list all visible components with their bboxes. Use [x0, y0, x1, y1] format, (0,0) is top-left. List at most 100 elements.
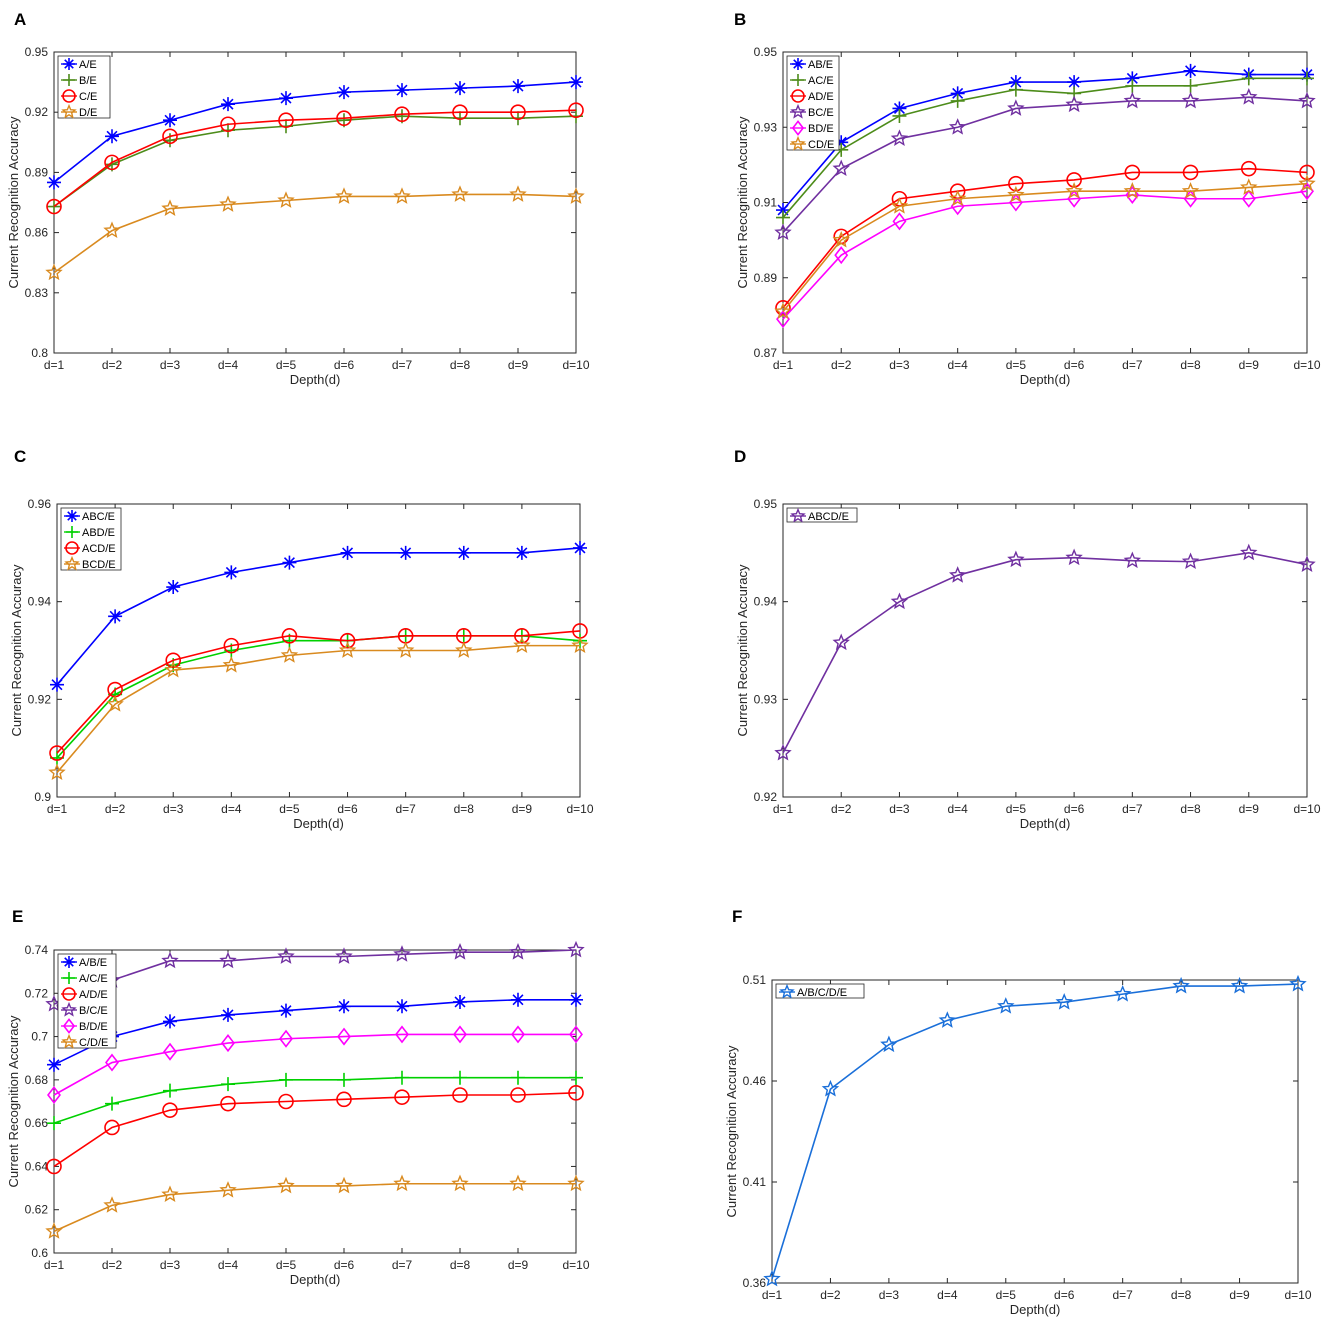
data-point: [165, 652, 182, 669]
legend-marker: [64, 555, 80, 571]
data-point: [161, 951, 179, 969]
y-tick-label: 0.83: [25, 286, 49, 300]
x-tick-label: d=10: [566, 802, 593, 816]
panel-A: Ad=1 d=2 d=3 d=4 d=5 d=6 d=7 d=8 d=9 d=10 0.8 0.83 0…: [6, 10, 590, 387]
legend-entry: ABD/E: [82, 527, 115, 539]
legend-marker: [63, 956, 75, 968]
y-axis-title: Current Recognition Accuracy: [9, 564, 24, 736]
x-tick-label: d=1: [44, 1258, 65, 1272]
data-point: [1241, 189, 1256, 208]
legend-entry: A/B/E: [79, 957, 107, 969]
data-point: [337, 1072, 351, 1087]
data-point: [277, 191, 295, 208]
data-point: [279, 1003, 293, 1018]
x-tick-label: d=4: [937, 1288, 958, 1302]
data-point: [573, 540, 587, 555]
data-point: [395, 83, 409, 98]
data-point: [1007, 99, 1025, 116]
data-point: [222, 655, 241, 673]
data-point: [1240, 543, 1258, 561]
data-point: [1181, 552, 1200, 570]
data-point: [1065, 182, 1083, 199]
y-tick-label: 0.6: [31, 1246, 48, 1260]
data-point: [834, 135, 849, 150]
series-ABCD/E: [774, 543, 1316, 761]
series-line: [56, 630, 581, 754]
legend-marker: [62, 89, 76, 103]
legend-marker: [65, 541, 79, 555]
data-point: [1240, 178, 1258, 195]
data-point: [938, 1011, 957, 1028]
data-point: [832, 230, 850, 248]
panel-F: Fd=1 d=2 d=3 d=4 d=5 d=6 d=7 d=8 d=9 d=10 0.36 0.41…: [724, 907, 1312, 1317]
legend-entry: AD/E: [808, 91, 834, 103]
panel-letter-E: E: [12, 907, 23, 926]
data-point: [1125, 71, 1140, 86]
x-tick-label: d=10: [562, 358, 589, 372]
x-tick-label: d=3: [879, 1288, 900, 1302]
x-tick-label: d=3: [160, 358, 181, 372]
data-point: [219, 195, 237, 212]
x-tick-label: d=2: [831, 802, 852, 816]
series-line: [53, 109, 577, 208]
data-point: [336, 110, 352, 127]
x-tick-label: d=6: [1054, 1288, 1075, 1302]
data-point: [219, 1181, 237, 1198]
legend-entry: D/E: [79, 107, 97, 119]
data-point: [568, 1085, 584, 1101]
legend-entry: AB/E: [808, 59, 833, 71]
data-point: [997, 997, 1015, 1014]
data-point: [453, 994, 467, 1009]
data-point: [776, 210, 790, 225]
y-tick-label: 0.36: [743, 1276, 767, 1290]
series-C/E: [46, 102, 584, 215]
data-point: [161, 199, 179, 216]
data-point: [337, 85, 351, 100]
data-point: [1008, 175, 1024, 192]
data-point: [1065, 95, 1083, 113]
data-point: [1240, 87, 1258, 105]
data-point: [338, 641, 357, 658]
data-point: [890, 592, 909, 610]
plot-area: [782, 51, 1308, 354]
x-tick-label: d=2: [831, 358, 852, 372]
data-point: [776, 203, 790, 218]
plot-area: [771, 979, 1299, 1284]
legend-marker: [790, 103, 806, 119]
panel-D: Dd=1 d=2 d=3 d=4 d=5 d=6 d=7 d=8 d=9 d=10 0.92 0.93…: [734, 447, 1321, 831]
data-point: [162, 128, 178, 145]
data-point: [890, 129, 909, 146]
data-point: [393, 187, 411, 204]
data-point: [950, 93, 965, 108]
x-tick-label: d=1: [47, 802, 68, 816]
data-point: [164, 660, 182, 678]
series-line: [782, 190, 1308, 320]
data-point: [335, 947, 353, 964]
x-tick-label: d=2: [102, 358, 123, 372]
x-tick-label: d=3: [160, 1258, 181, 1272]
legend-entry: ABCD/E: [808, 511, 849, 523]
x-tick-label: d=10: [1293, 358, 1320, 372]
data-point: [45, 263, 63, 281]
data-point: [511, 992, 525, 1007]
x-tick-label: d=9: [508, 358, 529, 372]
x-tick-label: d=9: [1229, 1288, 1250, 1302]
data-point: [394, 106, 410, 123]
panel-letter-D: D: [734, 447, 746, 466]
y-tick-label: 0.92: [754, 790, 778, 804]
x-axis-title: Depth(d): [1020, 372, 1071, 387]
x-tick-label: d=6: [334, 358, 355, 372]
data-point: [509, 942, 527, 960]
y-tick-label: 0.68: [25, 1073, 49, 1087]
y-tick-label: 0.74: [25, 943, 49, 957]
series-line: [53, 1033, 576, 1096]
legend-entry: BD/E: [808, 123, 834, 135]
x-tick-label: d=6: [337, 802, 358, 816]
legend-box: [786, 55, 840, 151]
y-tick-label: 0.87: [754, 346, 778, 360]
data-point: [821, 1079, 840, 1097]
y-axis-title: Current Recognition Accuracy: [735, 564, 750, 736]
x-tick-label: d=7: [392, 1258, 413, 1272]
y-tick-label: 0.89: [25, 165, 49, 179]
data-point: [395, 1070, 409, 1085]
